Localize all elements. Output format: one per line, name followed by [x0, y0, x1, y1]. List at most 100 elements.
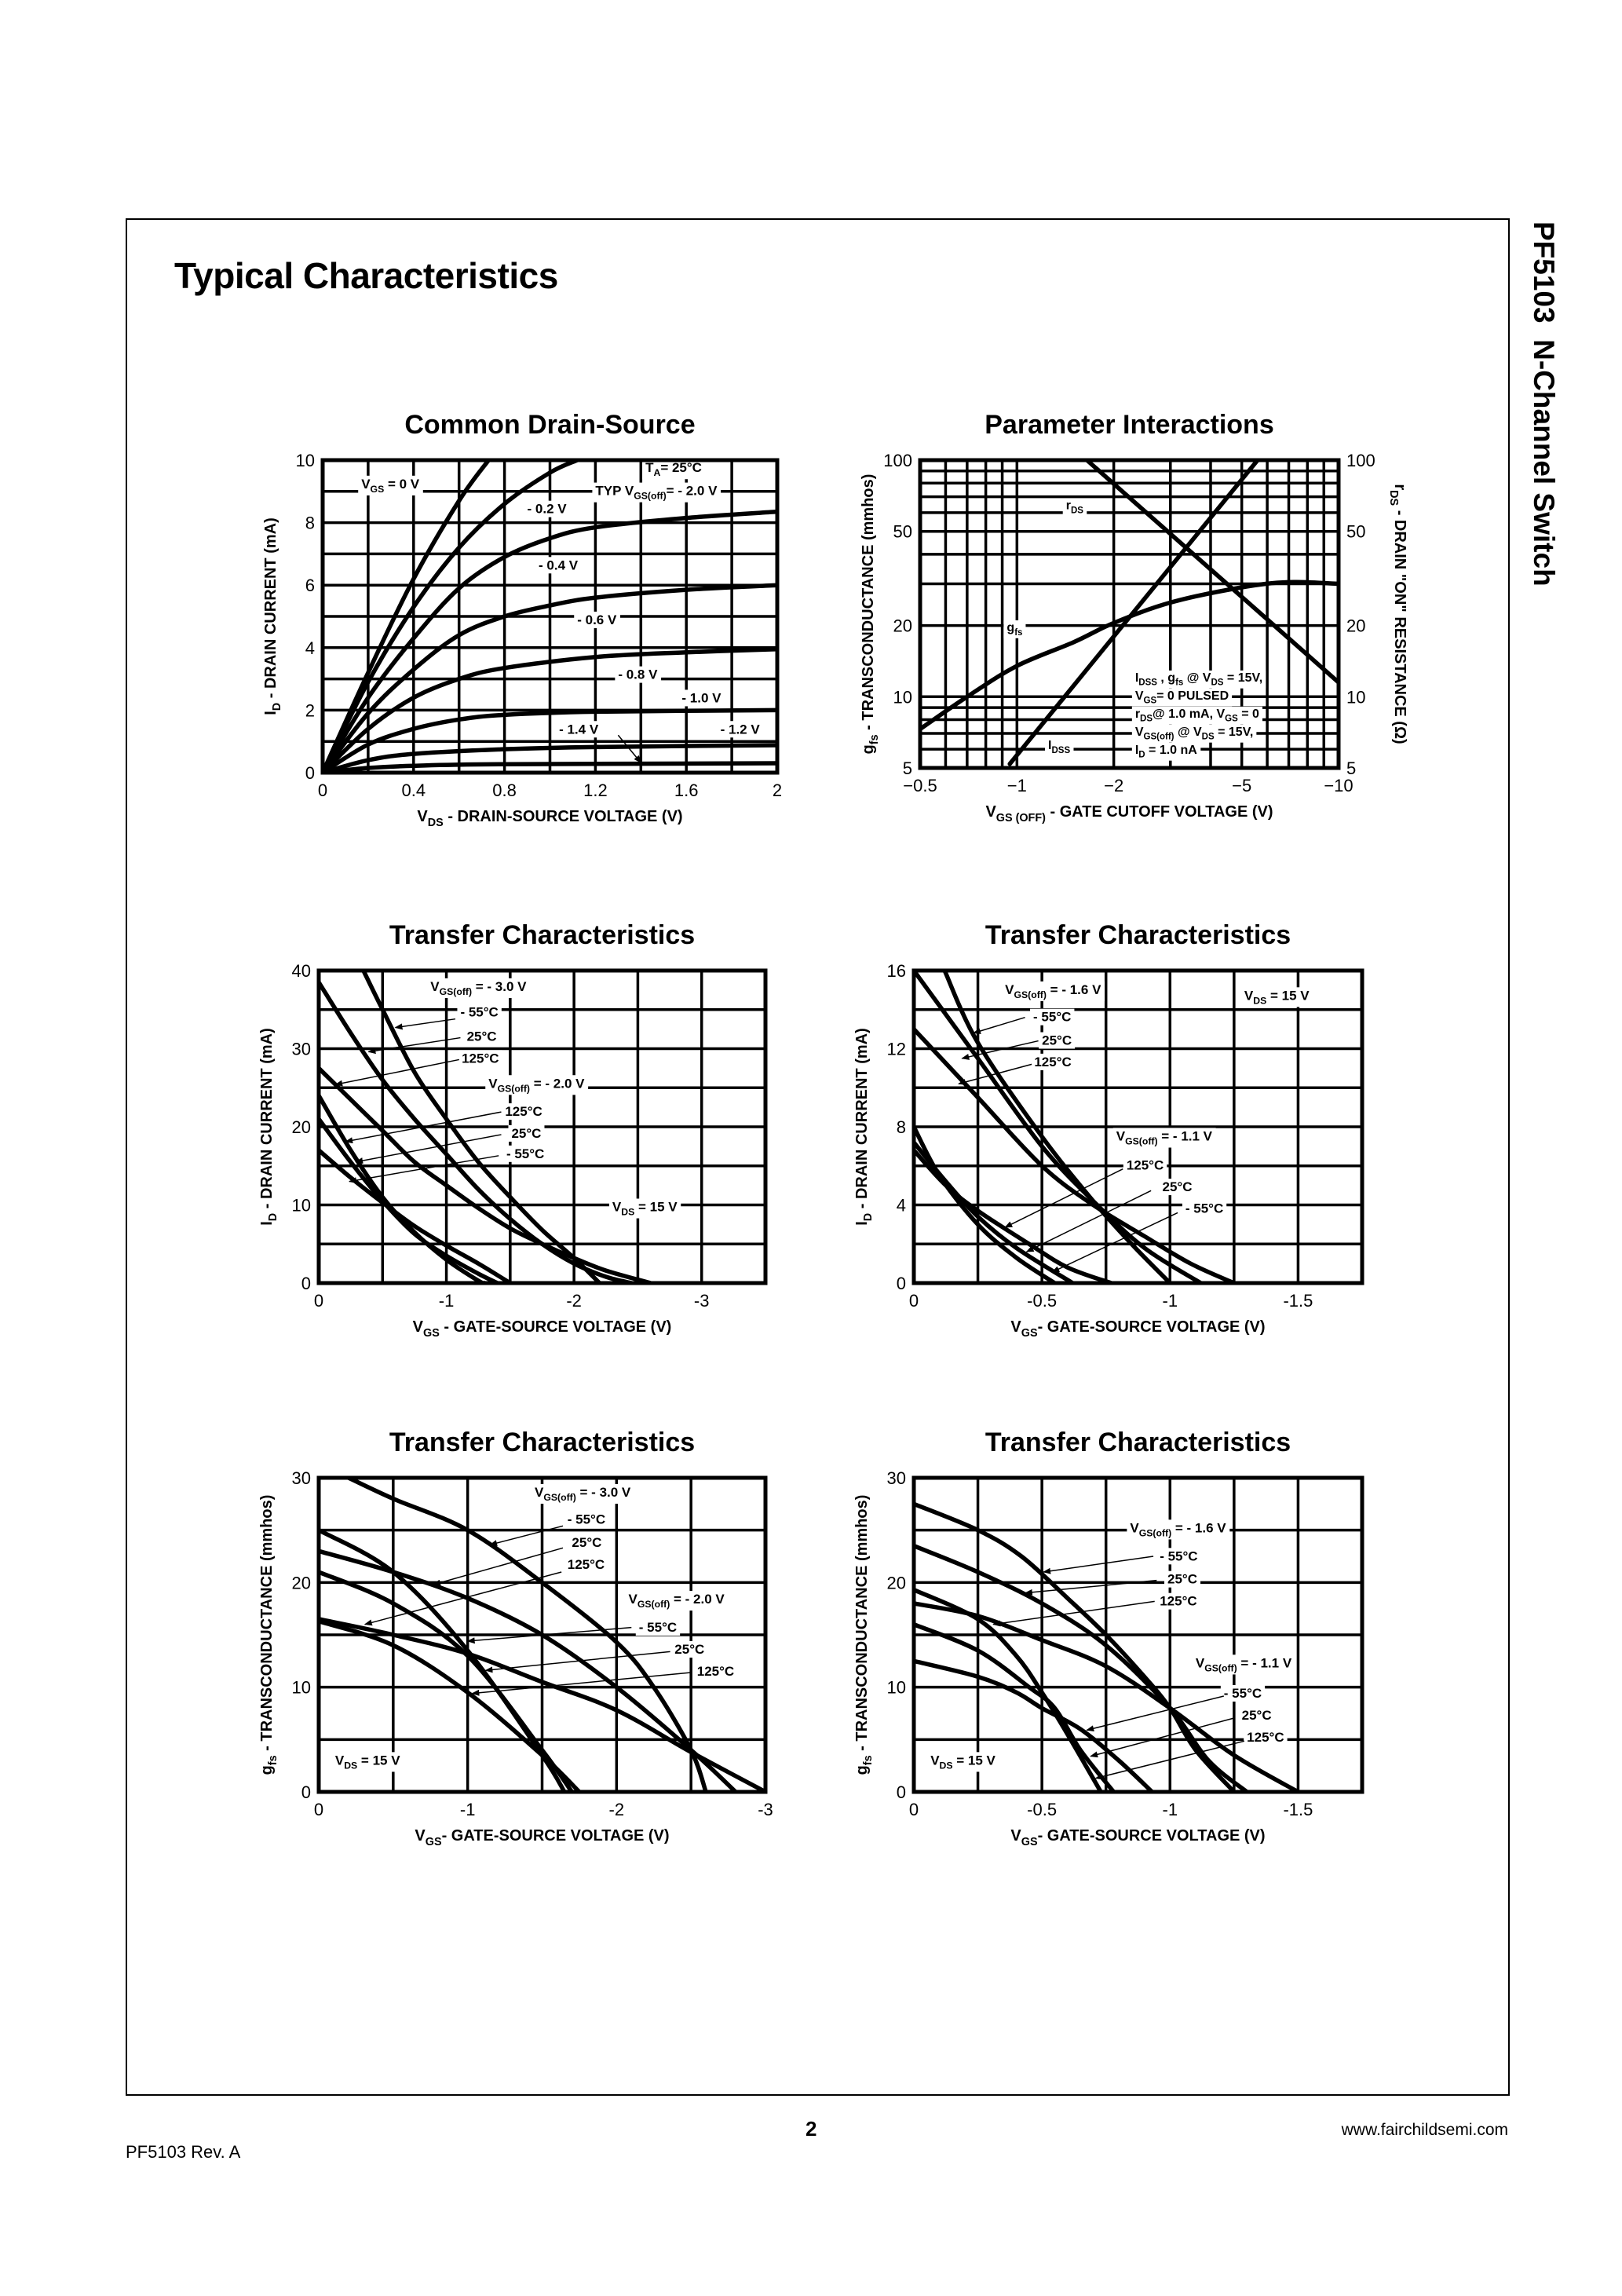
curve-annotation-part: GS(off)	[637, 1599, 670, 1610]
curve-annotation-part: - 55°C	[506, 1146, 544, 1161]
y-tick-label: 20	[893, 616, 912, 636]
curve-annotation-part: @ 1.0 mA, V	[1153, 707, 1225, 721]
curve-annotation: gfs	[1006, 621, 1022, 638]
curve-annotation-part: 25°C	[1042, 1033, 1072, 1048]
website-link[interactable]: www.fairchildsemi.com	[1341, 2121, 1508, 2139]
annotation-background	[1182, 1200, 1227, 1217]
curve-annotation: VDS = 15 V	[1244, 988, 1310, 1006]
curve-annotation: VGS(off) @ VDS = 15V,	[1135, 726, 1254, 742]
y-tick-label: 10	[292, 1196, 311, 1216]
chart-title: Transfer Characteristics	[389, 1428, 695, 1457]
y-axis-label: gfs - TRANSCONDUCTANCE (mmhos)	[258, 1495, 279, 1775]
series-curve-6	[914, 1658, 1155, 1792]
y-tick-label: 30	[887, 1468, 906, 1488]
annotation-background	[568, 1534, 605, 1551]
x-tick-label: 0	[318, 781, 327, 800]
curve-annotation: - 0.2 V	[528, 502, 568, 517]
y-axis-label-part: - TRANSCONDUCTANCE (mmhos)	[258, 1495, 276, 1756]
series-curve-7	[323, 743, 777, 773]
annotation-background	[427, 978, 531, 998]
annotation-background	[1238, 1707, 1275, 1724]
curve-annotation-part: GS(off)	[1014, 989, 1047, 1000]
curve-annotation: 25°C	[1042, 1033, 1072, 1048]
leader-arrow	[489, 1525, 564, 1546]
series-curve-1	[323, 460, 491, 773]
curve-annotation: - 0.4 V	[539, 558, 579, 572]
series-curve-1	[942, 971, 1173, 1283]
curve-annotation-part: DSS	[1138, 678, 1157, 688]
curve-annotation-part: V	[488, 1076, 498, 1091]
y-axis-label-part: fs	[862, 1755, 875, 1765]
x-tick-label: -1	[1163, 1291, 1178, 1311]
curve-annotation-part: @ V	[1174, 726, 1202, 739]
curve-annotation: 125°C	[462, 1051, 499, 1066]
curve-annotation-part: @ V	[1183, 671, 1211, 685]
x-tick-label: −0.5	[903, 776, 937, 795]
curve-annotation-part: - 55°C	[1224, 1686, 1262, 1701]
curve-annotation: - 55°C	[1033, 1010, 1071, 1025]
x-tick-label: 1.2	[583, 781, 608, 800]
annotation-background	[1031, 1053, 1075, 1070]
curve-annotation-part: I	[1135, 744, 1138, 757]
curve-annotation-part: V	[1005, 982, 1014, 997]
x-tick-label: -1.5	[1283, 1291, 1313, 1311]
curve-annotation-part: V	[612, 1199, 622, 1214]
series-curve-4	[914, 1587, 1103, 1792]
chart-title: Transfer Characteristics	[985, 920, 1291, 950]
x-tick-label: -0.5	[1027, 1291, 1057, 1311]
annotation-background	[508, 1124, 545, 1142]
leader-arrow	[466, 1626, 632, 1644]
y-tick-label: 10	[296, 451, 315, 470]
x-tick-label: -3	[694, 1291, 710, 1311]
curve-annotation: TYP VGS(off)= - 2.0 V	[595, 484, 718, 502]
leader-arrow	[1090, 1717, 1235, 1758]
leader-arrow	[1025, 1190, 1152, 1252]
y2-tick-label: 100	[1346, 451, 1375, 470]
curve-annotation-part: 125°C	[1127, 1158, 1164, 1173]
curve-annotation-part: = 0 V	[384, 477, 420, 492]
annotation-background	[693, 1663, 738, 1680]
y-axis-label: ID - DRAIN CURRENT (mA)	[853, 1028, 875, 1226]
series-curve-2	[914, 1543, 1249, 1792]
x-axis-label-part: V	[985, 803, 996, 821]
leader-arrow	[958, 1063, 1032, 1085]
annotations: VGS(off) = - 1.6 V - 55°C 25°C 125°C VDS = 1…	[1005, 982, 1310, 1216]
x-tick-label: −5	[1232, 776, 1251, 795]
curve-annotation: 25°C	[1167, 1572, 1197, 1587]
x-axis-label-part: V	[1010, 1318, 1021, 1336]
curve-annotation-part: 125°C	[1034, 1055, 1071, 1069]
curve-annotation-part: = 15 V	[357, 1753, 400, 1768]
curve-annotation: 25°C	[1242, 1708, 1272, 1723]
curve-annotation: 125°C	[568, 1557, 605, 1572]
y-axis-label-part: I	[258, 1221, 276, 1226]
curve-annotation-part: 125°C	[462, 1051, 499, 1066]
leader-arrow	[961, 1040, 1039, 1060]
annotation-background	[564, 1556, 608, 1573]
y-tick-label: 0	[305, 763, 315, 783]
curve-annotation-part: 25°C	[1242, 1708, 1272, 1723]
x-tick-label: -1	[1163, 1800, 1178, 1819]
curve-annotation-part: - 0.8 V	[618, 667, 658, 682]
curve-annotation-part: = - 3.0 V	[472, 979, 527, 994]
x-tick-label: -1.5	[1283, 1800, 1313, 1819]
curve-annotation-part: = - 2.0 V	[667, 484, 718, 499]
curve-annotation-part: GS(off)	[1143, 733, 1174, 742]
x-tick-label: -2	[566, 1291, 582, 1311]
curve-annotation-part: = - 1.6 V	[1047, 982, 1101, 997]
annotation-background	[524, 500, 571, 517]
x-axis-label-part: - GATE-SOURCE VOLTAGE (V)	[1038, 1827, 1266, 1844]
curve-annotation-part: GS(off)	[1204, 1662, 1237, 1673]
curve-annotation: 125°C	[505, 1104, 542, 1119]
curve-annotation-part: DS	[1071, 506, 1083, 515]
curve-annotation: - 55°C	[568, 1512, 605, 1527]
series-curve-5	[914, 1621, 1116, 1792]
leader-arrows	[617, 734, 641, 764]
y-tick-label: 6	[305, 576, 315, 595]
curve-annotation-part: = 15 V	[1266, 988, 1310, 1003]
x-axis-label: VGS (OFF) - GATE CUTOFF VOLTAGE (V)	[985, 803, 1273, 824]
curve-annotation-part: TYP V	[595, 484, 634, 499]
annotation-background	[1192, 1654, 1295, 1675]
